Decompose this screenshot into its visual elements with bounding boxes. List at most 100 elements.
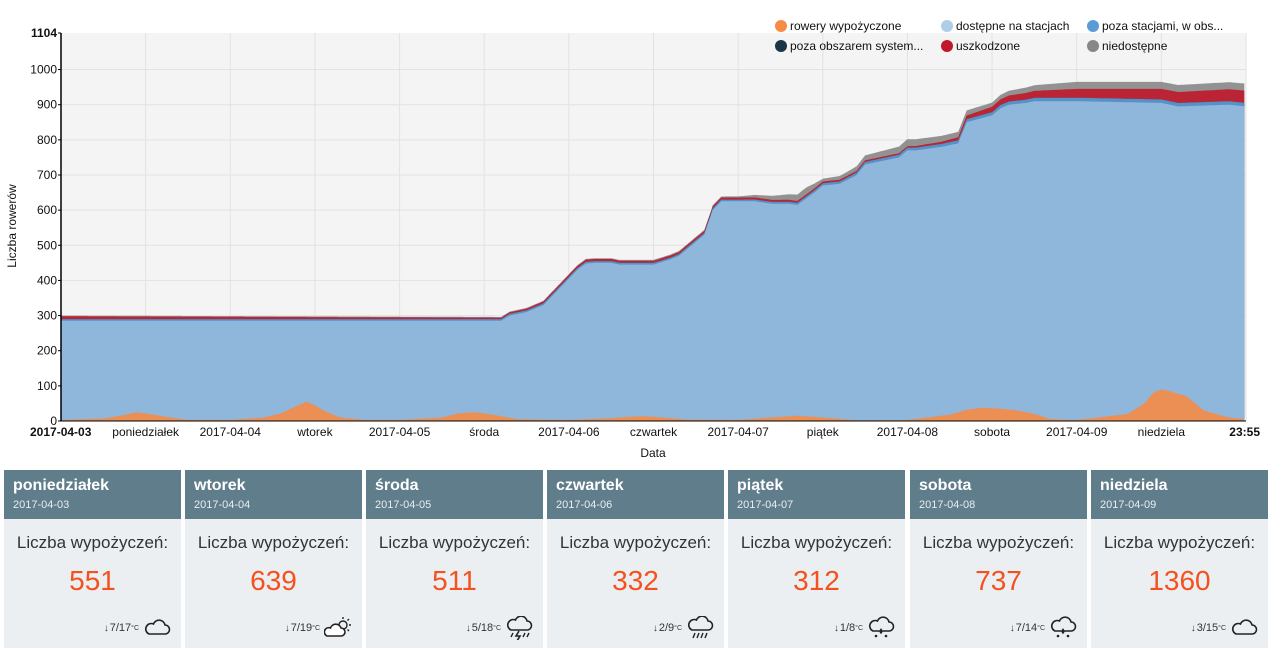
temperature-range: 1/8	[839, 622, 856, 634]
legend-item[interactable]: poza stacjami, w obs...	[1087, 19, 1223, 33]
rain-icon	[687, 616, 714, 639]
weather-info: ↓ 7/14 °C	[1010, 616, 1077, 640]
temperature-unit: °C	[1037, 624, 1045, 632]
temperature-unit: °C	[855, 624, 863, 632]
rentals-label: Liczba wypożyczeń:	[1103, 533, 1256, 552]
rentals-count: 511	[432, 565, 477, 596]
day-card: niedziela 2017-04-09 Liczba wypożyczeń: 136…	[1091, 470, 1268, 648]
day-card-header: sobota 2017-04-08	[910, 470, 1087, 519]
legend-item[interactable]: dostępne na stacjach	[941, 19, 1069, 33]
x-tick-label: 2017-04-03	[30, 425, 92, 439]
weather-info: ↓ 7/19 °C	[285, 616, 352, 640]
temperature-range: 3/15	[1196, 622, 1219, 634]
x-tick-label: 2017-04-07	[707, 425, 769, 439]
x-axis-label: Data	[640, 446, 666, 460]
y-tick-label: 200	[37, 344, 57, 358]
rentals-count: 737	[975, 565, 1022, 596]
weather-info: ↓ 3/15 °C	[1191, 616, 1258, 640]
axes	[58, 32, 1246, 422]
legend-item[interactable]: uszkodzone	[941, 39, 1020, 53]
day-card: piątek 2017-04-07 Liczba wypożyczeń: 312 ↓ 1/…	[728, 470, 905, 648]
weather-info: ↓ 2/9 °C	[653, 616, 714, 640]
temperature-unit: °C	[674, 624, 682, 632]
x-tick-label: 2017-04-08	[877, 425, 939, 439]
legend-item[interactable]: rowery wypożyczone	[775, 19, 901, 33]
temperature-unit: °C	[131, 624, 139, 632]
day-card-header: wtorek 2017-04-04	[185, 470, 362, 519]
rentals-count: 639	[250, 565, 297, 596]
rentals-label: Liczba wypożyczeń:	[740, 533, 893, 552]
legend-label: dostępne na stacjach	[956, 19, 1070, 33]
day-card-header: środa 2017-04-05	[366, 470, 543, 519]
day-name: sobota	[919, 477, 972, 494]
weather-info: ↓ 1/8 °C	[834, 616, 895, 640]
legend-swatch	[1087, 40, 1099, 52]
x-tick-label: 23:55	[1229, 425, 1260, 439]
day-card-header: niedziela 2017-04-09	[1091, 470, 1268, 519]
thunderstorm-icon	[506, 616, 533, 640]
day-card: sobota 2017-04-08 Liczba wypożyczeń: 737 ↓ 7/…	[910, 470, 1087, 648]
rentals-label: Liczba wypożyczeń:	[922, 533, 1075, 552]
day-date: 2017-04-04	[194, 499, 251, 511]
x-tick-label: 2017-04-09	[1046, 425, 1108, 439]
legend-item[interactable]: niedostępne	[1087, 39, 1167, 53]
day-name: środa	[375, 477, 419, 494]
y-tick-labels: 0 100 200 300 400 500 600 700 800 900 1000 1104	[30, 26, 57, 428]
temp-down-arrow-icon: ↓	[465, 622, 471, 634]
day-cards: poniedziałek 2017-04-03 Liczba wypożyczeń:…	[4, 470, 1273, 650]
temperature-unit: °C	[1218, 624, 1226, 632]
x-tick-label: wtorek	[296, 425, 333, 439]
temperature-range: 5/18	[471, 622, 494, 634]
y-tick-label: 1104	[31, 26, 57, 40]
legend-label: poza obszarem system...	[790, 39, 924, 53]
drizzle-icon	[1050, 616, 1077, 638]
temp-down-arrow-icon: ↓	[652, 622, 658, 634]
y-tick-label: 1000	[30, 63, 57, 77]
y-tick-label: 800	[37, 133, 57, 147]
weather-info: ↓ 7/17 °C	[104, 616, 171, 640]
day-card: poniedziałek 2017-04-03 Liczba wypożyczeń:…	[4, 470, 181, 648]
legend-item[interactable]: poza obszarem system...	[775, 39, 923, 53]
y-tick-label: 700	[37, 168, 57, 182]
x-tick-label: sobota	[974, 425, 1010, 439]
area-dost-pne-na-stacjach	[61, 101, 1245, 421]
x-tick-label: czwartek	[630, 425, 678, 439]
y-tick-label: 500	[37, 238, 57, 252]
rentals-label: Liczba wypożyczeń:	[16, 533, 169, 552]
rentals-label: Liczba wypożyczeń:	[197, 533, 350, 552]
y-tick-label: 100	[37, 379, 57, 393]
legend-swatch	[941, 20, 953, 32]
day-name: czwartek	[556, 477, 624, 494]
day-card: środa 2017-04-05 Liczba wypożyczeń: 511 ↓ 5/1…	[366, 470, 543, 648]
y-axis-label: Liczba rowerów	[5, 184, 19, 268]
y-tick-label: 300	[37, 309, 57, 323]
weather-info: ↓ 5/18 °C	[466, 616, 533, 640]
rentals-label: Liczba wypożyczeń:	[378, 533, 531, 552]
drizzle-icon	[868, 616, 895, 638]
day-date: 2017-04-05	[375, 499, 432, 511]
rentals-count: 1360	[1148, 565, 1211, 596]
x-tick-label: poniedziałek	[112, 425, 180, 439]
x-tick-labels: 2017-04-03 poniedziałek 2017-04-04 wtorek 20…	[30, 425, 1260, 439]
legend-label: niedostępne	[1102, 39, 1168, 53]
temperature-range: 7/14	[1015, 622, 1038, 634]
day-card: wtorek 2017-04-04 Liczba wypożyczeń: 639 ↓ 7/…	[185, 470, 362, 648]
bike-usage-chart: 0 100 200 300 400 500 600 700 800 900 1000 1104 201…	[5, 26, 1260, 460]
temp-down-arrow-icon: ↓	[833, 622, 839, 634]
rentals-count: 332	[612, 565, 659, 596]
rentals-label: Liczba wypożyczeń:	[559, 533, 712, 552]
legend-label: rowery wypożyczone	[790, 19, 902, 33]
y-tick-label: 600	[37, 203, 57, 217]
day-card-header: piątek 2017-04-07	[728, 470, 905, 519]
day-name: wtorek	[194, 477, 246, 494]
legend-swatch	[775, 20, 787, 32]
y-tick-label: 900	[37, 98, 57, 112]
day-name: poniedziałek	[13, 477, 110, 494]
cloud-icon	[144, 619, 171, 635]
legend-swatch	[775, 40, 787, 52]
day-card-header: poniedziałek 2017-04-03	[4, 470, 181, 519]
temp-down-arrow-icon: ↓	[284, 622, 290, 634]
x-tick-label: niedziela	[1138, 425, 1186, 439]
day-date: 2017-04-09	[1100, 499, 1157, 511]
temp-down-arrow-icon: ↓	[1190, 622, 1196, 634]
